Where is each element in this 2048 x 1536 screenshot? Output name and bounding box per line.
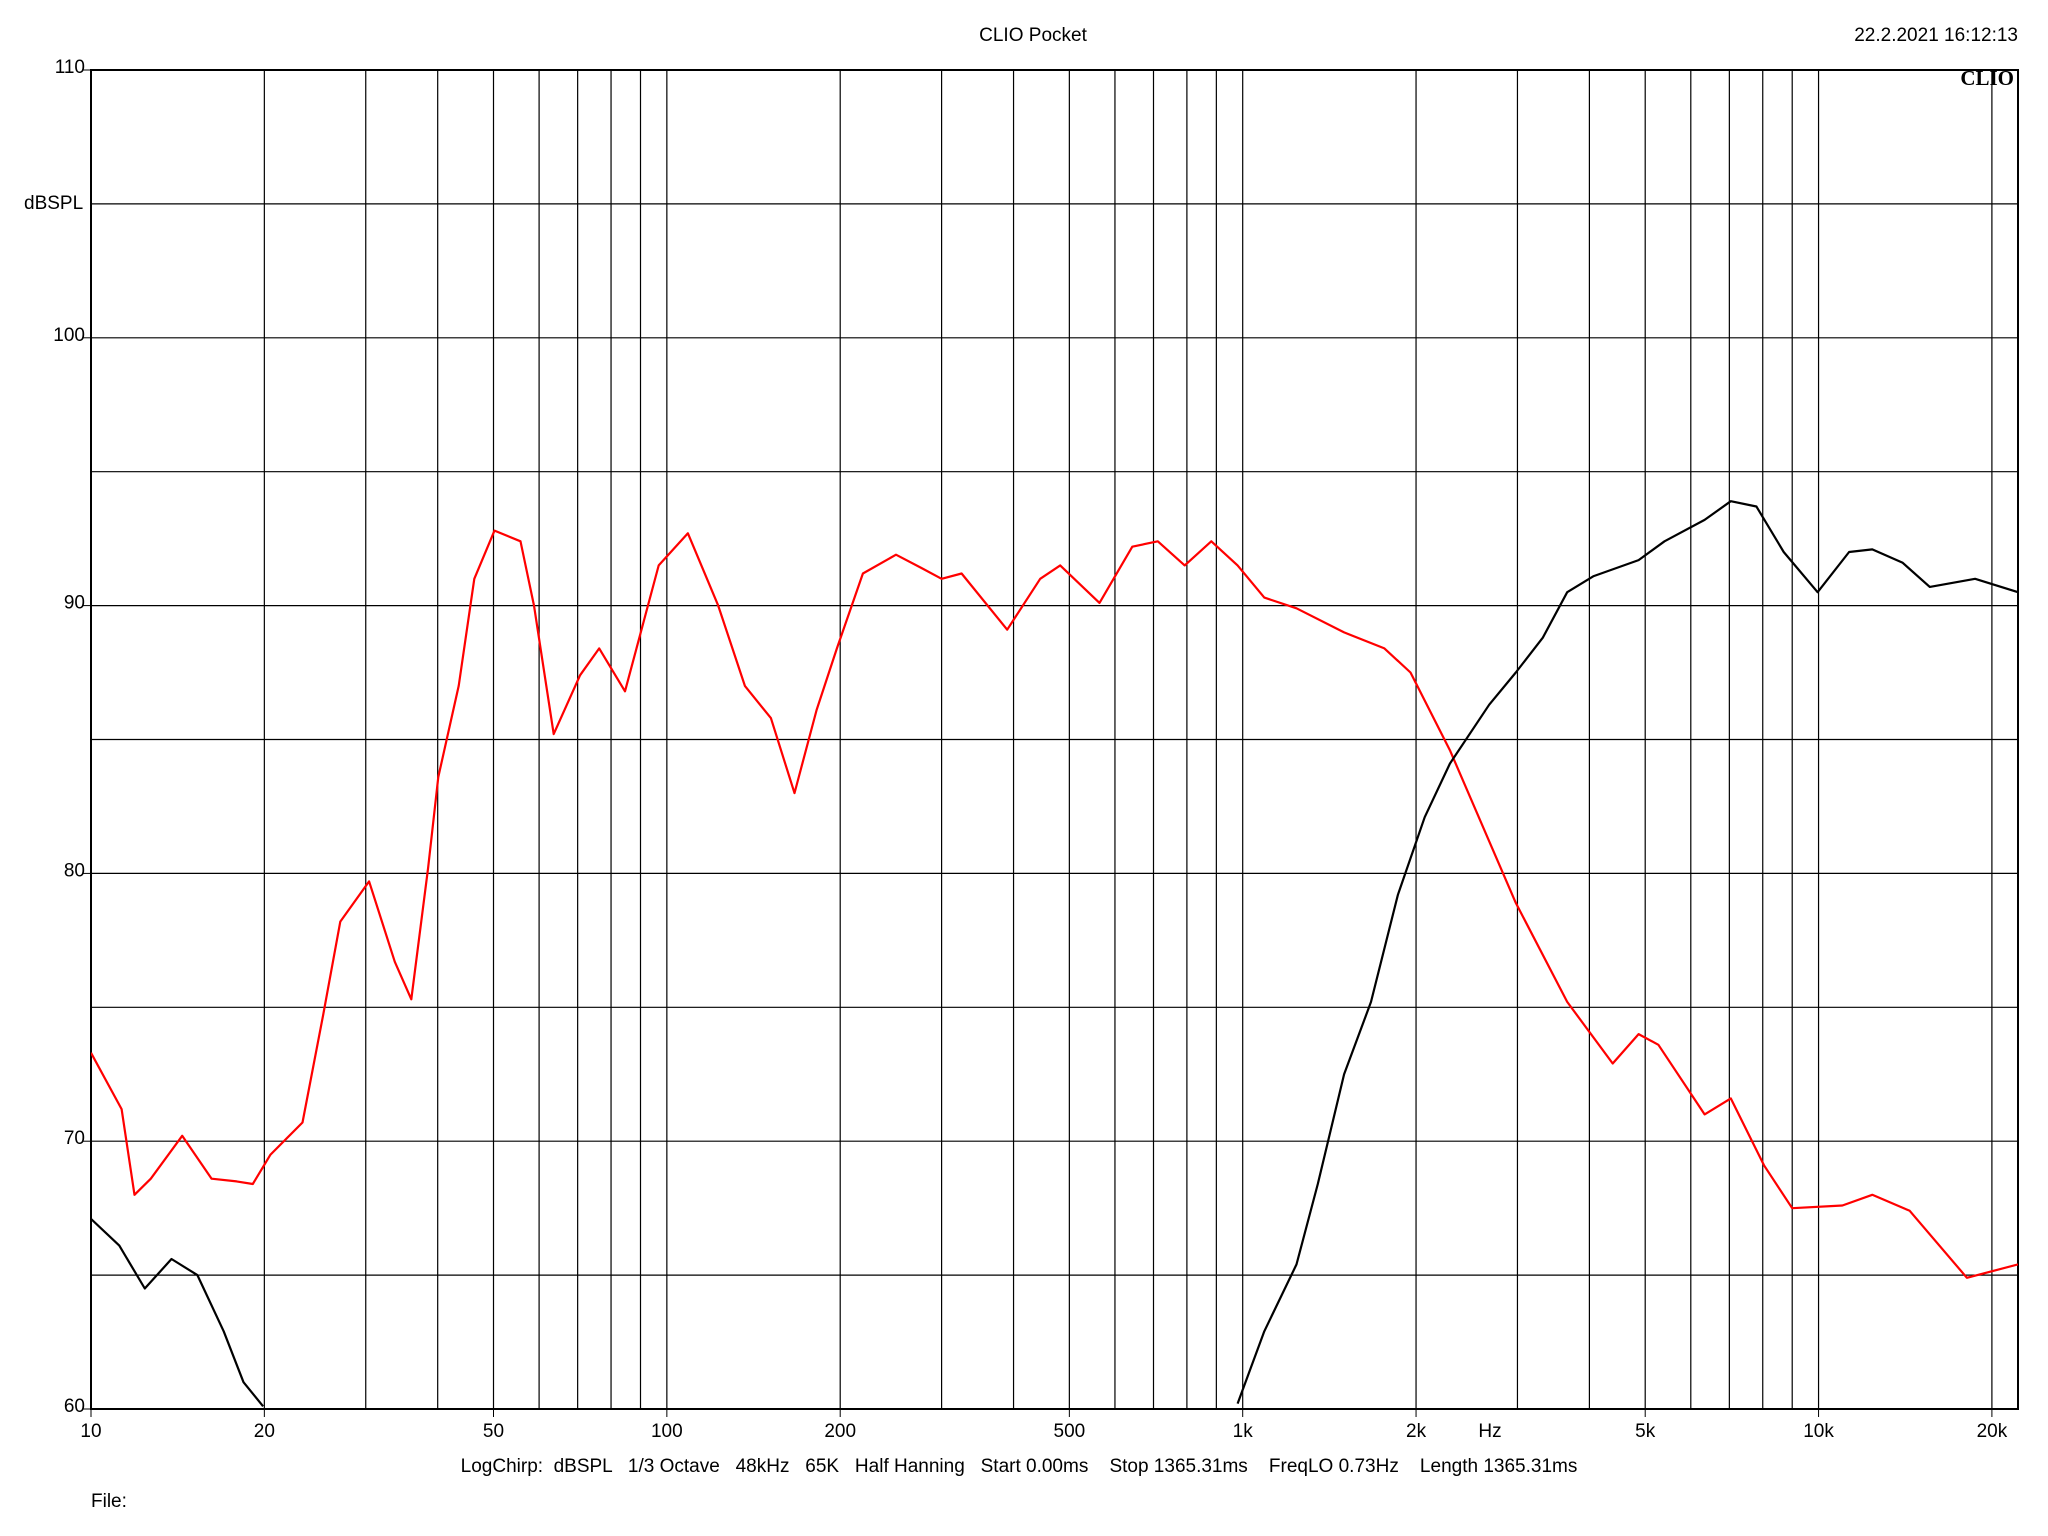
series-line xyxy=(91,500,2018,1407)
timestamp: 22.2.2021 16:12:13 xyxy=(1854,25,2018,46)
x-tick-label: 20k xyxy=(1977,1421,2008,1442)
x-tick-label: 1k xyxy=(1233,1421,1254,1442)
x-tick-label: 20 xyxy=(254,1421,275,1442)
footer: LogChirp: dBSPL 1/3 Octave 48kHz 65K Hal… xyxy=(461,1456,1578,1477)
x-tick-label: 2k xyxy=(1406,1421,1427,1442)
y-tick-label: 110 xyxy=(55,57,85,78)
x-tick-label: 50 xyxy=(483,1421,504,1442)
x-tick-label: 500 xyxy=(1054,1421,1086,1442)
x-tick-label: 10 xyxy=(80,1421,101,1442)
y-tick-label: 100 xyxy=(53,325,85,346)
x-tick-label: 10k xyxy=(1803,1421,1834,1442)
chart-title: CLIO Pocket xyxy=(979,25,1087,46)
x-axis-label: Hz xyxy=(1478,1421,1501,1442)
y-axis-label: dBSPL xyxy=(24,193,83,214)
y-tick-label: 60 xyxy=(64,1396,85,1417)
y-tick-label: 90 xyxy=(64,593,85,614)
y-tick-label: 80 xyxy=(64,860,85,881)
file-label: File: xyxy=(91,1491,127,1512)
plot-frame xyxy=(90,69,2019,1410)
x-tick-label: 5k xyxy=(1635,1421,1656,1442)
series-line xyxy=(91,529,2018,1279)
x-tick-label: 100 xyxy=(651,1421,683,1442)
x-tick-label: 200 xyxy=(824,1421,856,1442)
y-tick-label: 70 xyxy=(64,1128,85,1149)
